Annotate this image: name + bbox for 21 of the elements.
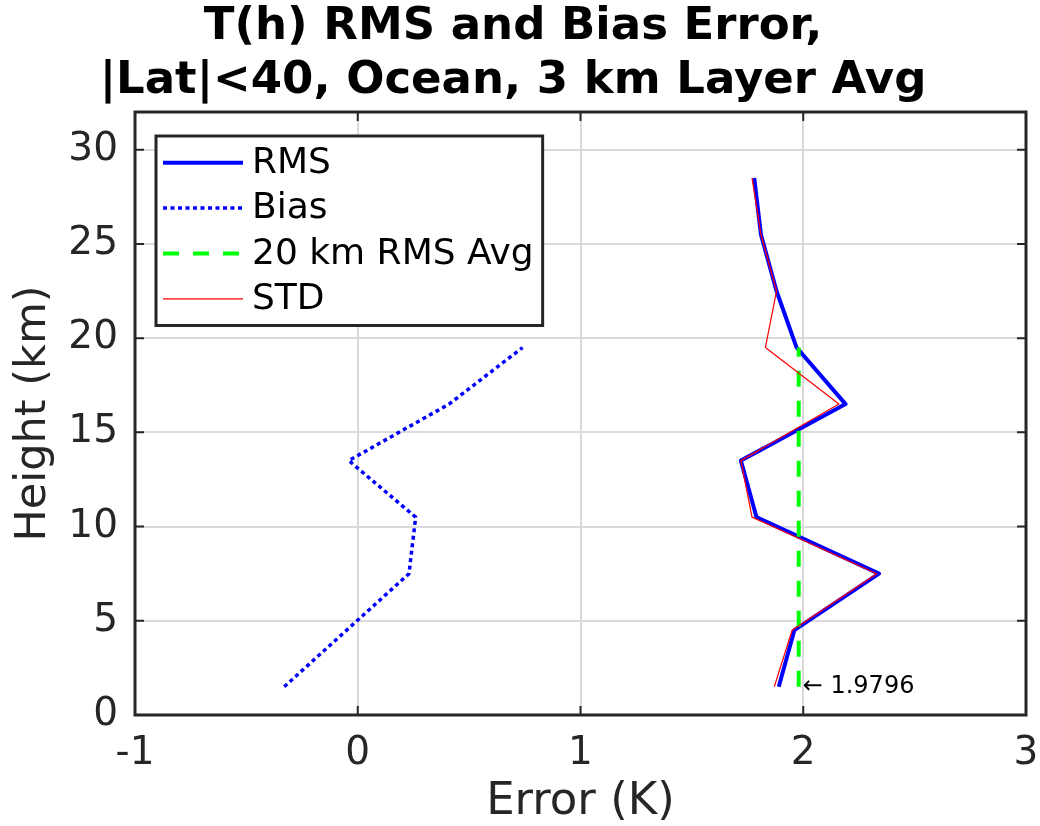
legend-label: 20 km RMS Avg [252, 230, 534, 272]
x-tick-label: 1 [568, 727, 593, 773]
annotation: ← 1.9796 [802, 670, 915, 699]
y-tick-label: 15 [68, 406, 118, 452]
x-axis-title: Error (K) [486, 772, 675, 826]
y-tick-label: 20 [68, 312, 118, 358]
chart-title: T(h) RMS and Bias Error, |Lat|<40, Ocean, 3 km Layer Avg [99, 0, 927, 104]
y-tick-label: 5 [93, 594, 118, 640]
y-tick-label: 25 [68, 218, 118, 264]
y-axis-title: Height (km) [4, 285, 55, 542]
legend-label: Bias [252, 185, 328, 227]
x-tick-label: 0 [345, 727, 371, 773]
y-tick-label: 10 [68, 500, 118, 546]
y-tick-label: 0 [93, 689, 118, 735]
legend-label: STD [252, 276, 325, 318]
legend-label: RMS [252, 140, 331, 182]
x-tick-label: 2 [790, 727, 816, 773]
x-tick-label: -1 [115, 727, 155, 773]
y-tick-label: 30 [68, 123, 118, 169]
line-series [282, 345, 525, 689]
x-tick-label: 3 [1013, 727, 1039, 773]
